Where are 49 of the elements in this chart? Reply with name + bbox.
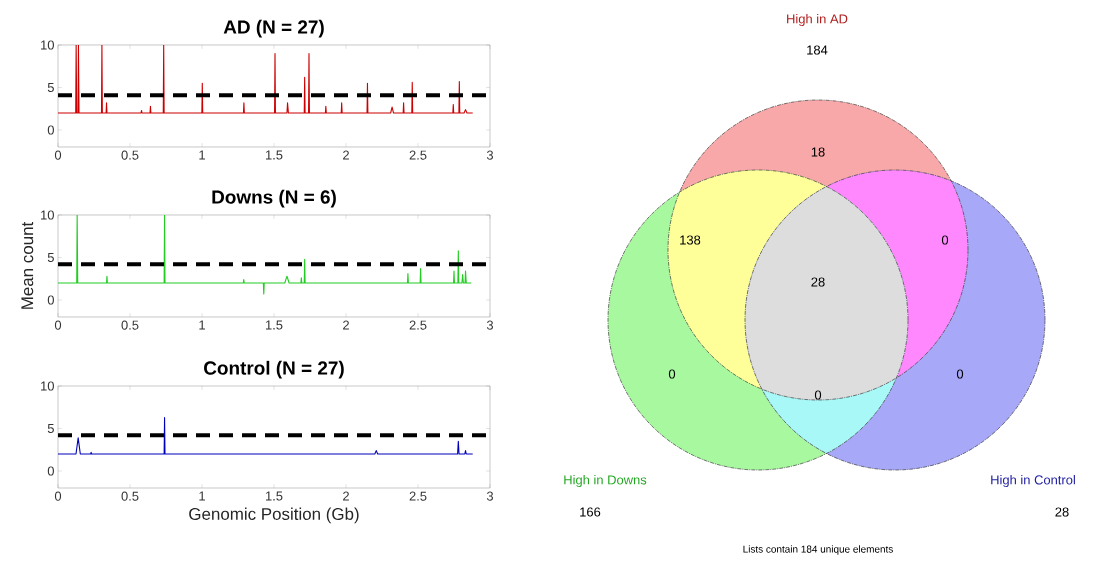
text: 28 [1055,507,1069,517]
x-tick-label: 1.5 [265,150,283,160]
y-tick-label: 10 [41,381,54,391]
x-tick-label: 1 [199,150,205,160]
data-label: 0 [941,235,949,245]
y-axis-title: Mean count [21,221,34,309]
chart-title: Control (N = 27) [204,360,344,379]
text: 166 [580,507,601,517]
y-tick-label: 10 [41,210,54,220]
x-tick-label: 0 [54,320,62,330]
x-tick-label: 1.5 [265,491,283,501]
x-tick-label: 1 [199,320,205,330]
x-tick-label: 0.5 [121,320,139,330]
y-tick-label: 5 [47,252,54,263]
x-tick-label: 1 [199,491,205,501]
x-tick-label: 2 [343,491,349,501]
x-tick-label: 0 [54,150,62,160]
x-tick-label: 2.5 [409,320,427,330]
x-tick-label: 1.5 [265,320,283,330]
data-label: 28 [811,277,825,287]
x-tick-label: 0.5 [121,491,139,501]
y-tick-label: 0 [47,466,54,476]
x-tick-label: 2 [343,320,349,330]
x-tick-label: 2 [343,150,349,160]
x-axis-title: Genomic Position (Gb) [189,507,359,524]
y-tick-label: 5 [47,423,54,434]
data-label: 0 [668,369,676,379]
text: High in AD [787,13,848,27]
text: High in Control [991,474,1075,488]
chart-title: AD (N = 27) [223,19,324,38]
data-label: 138 [680,235,701,245]
data-label: 0 [814,390,822,400]
y-tick-label: 0 [47,295,54,305]
y-tick-label: 5 [47,82,54,93]
y-tick-label: 10 [41,40,54,50]
text: 184 [807,45,828,55]
text: High in Downs [564,474,647,488]
text: Lists contain 184 unique elements [743,545,893,555]
x-tick-label: 3 [486,320,494,330]
x-tick-label: 0.5 [121,150,139,160]
x-tick-label: 3 [486,150,494,160]
chart-title: Downs (N = 6) [212,189,336,208]
x-tick-label: 2.5 [409,491,427,501]
y-tick-label: 0 [47,125,54,135]
x-tick-label: 0 [54,491,62,501]
x-tick-label: 2.5 [409,150,427,160]
x-tick-label: 3 [486,491,494,501]
data-label: 0 [956,369,964,379]
data-label: 18 [811,147,825,157]
